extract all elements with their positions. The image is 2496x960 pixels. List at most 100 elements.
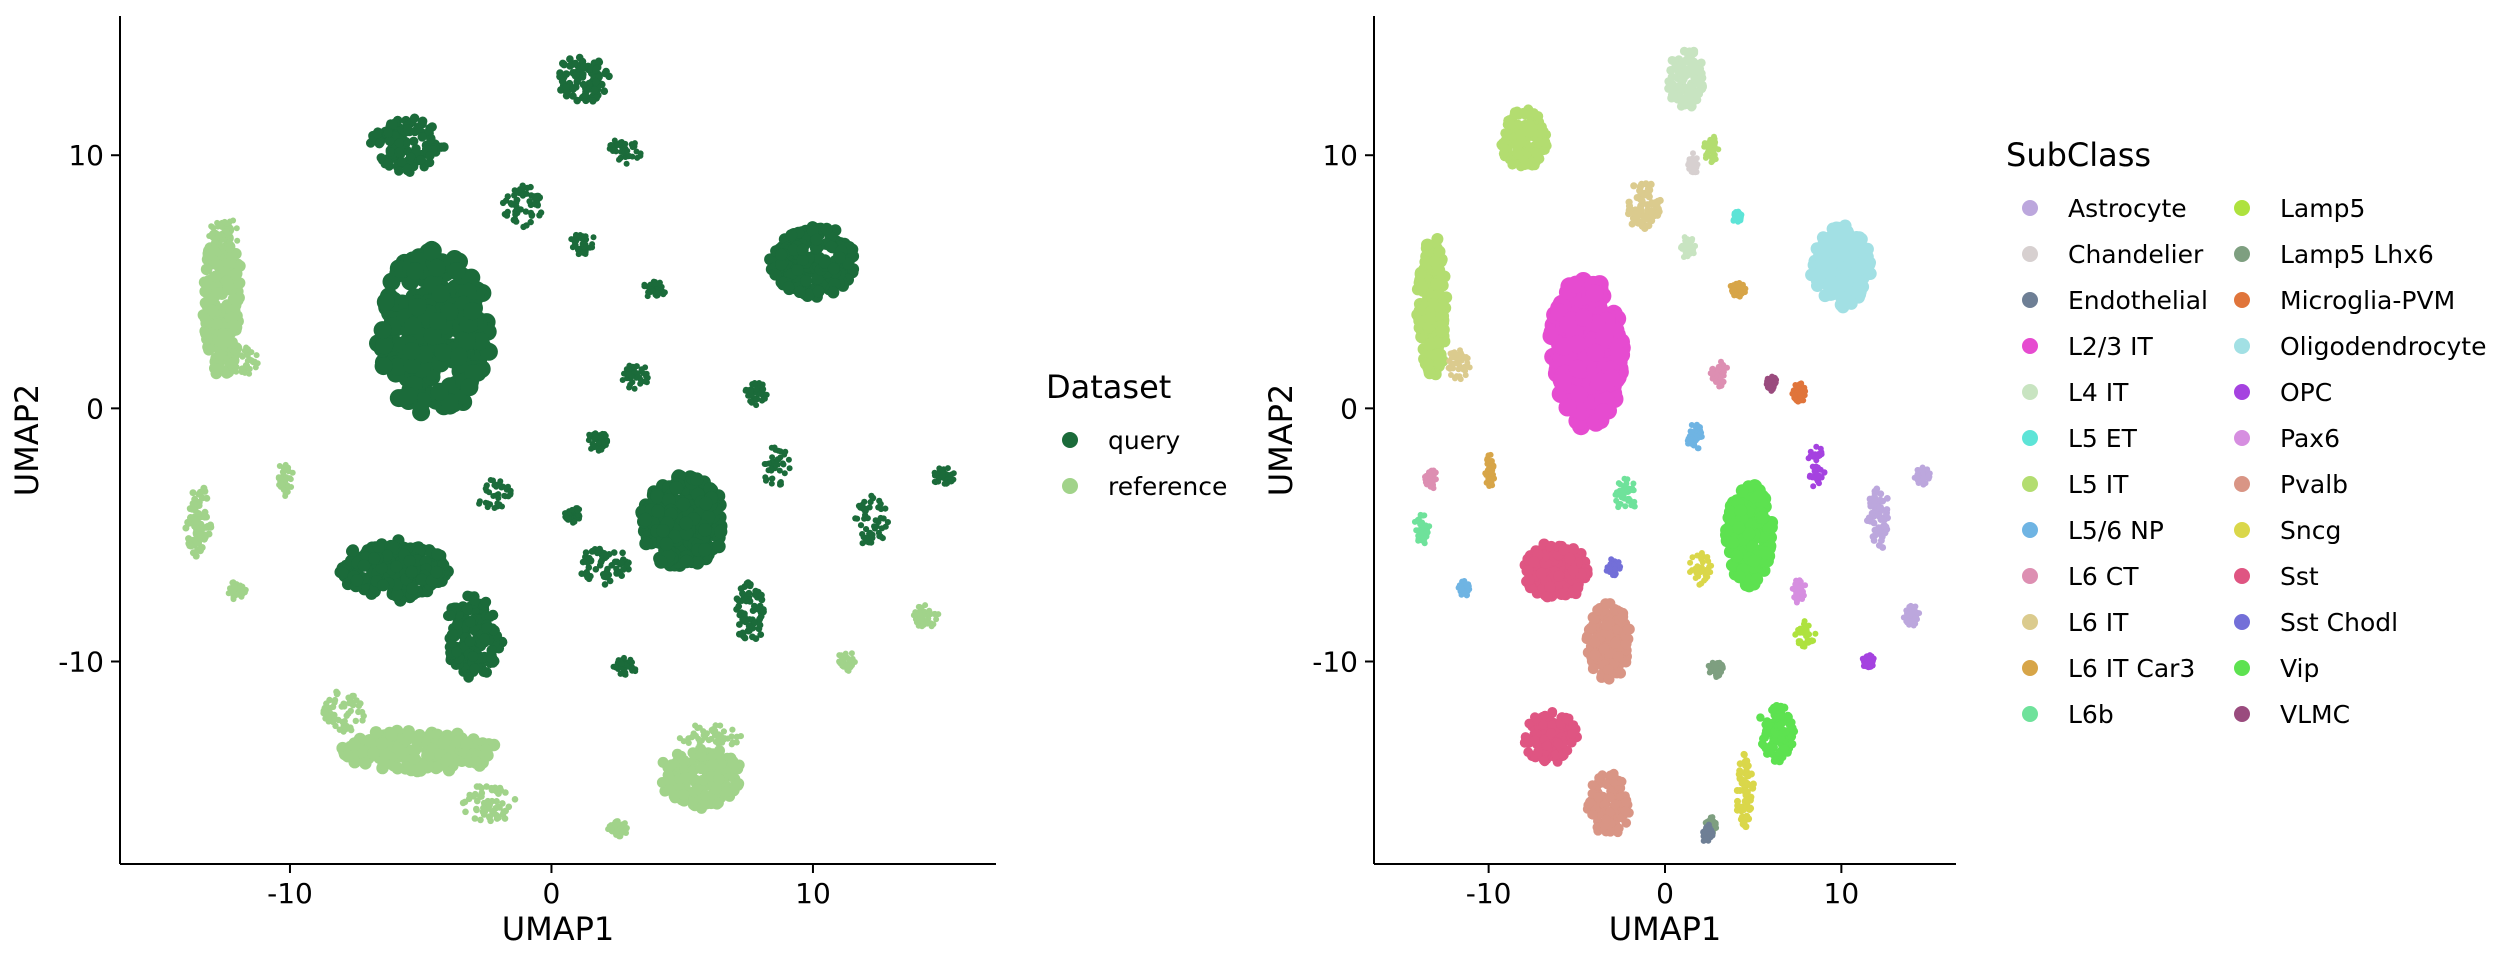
data-point bbox=[349, 701, 357, 709]
data-point bbox=[1637, 189, 1645, 197]
data-point bbox=[578, 235, 585, 242]
data-point bbox=[862, 508, 869, 515]
data-point bbox=[637, 380, 644, 387]
data-point bbox=[937, 466, 944, 473]
data-point bbox=[461, 798, 469, 806]
data-point bbox=[199, 285, 211, 298]
data-point bbox=[579, 70, 587, 79]
data-point bbox=[1920, 470, 1926, 476]
data-point bbox=[739, 616, 747, 624]
data-point bbox=[752, 587, 760, 595]
data-point bbox=[623, 825, 630, 831]
data-point bbox=[406, 262, 424, 281]
data-point bbox=[1486, 457, 1492, 464]
data-point bbox=[1630, 182, 1638, 190]
data-point bbox=[1871, 493, 1878, 501]
data-point bbox=[698, 746, 705, 753]
data-point bbox=[769, 475, 776, 482]
data-point bbox=[562, 70, 571, 78]
data-point bbox=[568, 236, 575, 243]
data-point bbox=[376, 153, 386, 163]
data-point bbox=[466, 791, 474, 799]
data-point bbox=[796, 243, 809, 256]
data-point bbox=[625, 365, 632, 372]
data-point bbox=[859, 501, 866, 508]
data-point bbox=[586, 431, 593, 438]
data-point bbox=[1734, 281, 1741, 288]
data-point bbox=[1823, 288, 1837, 301]
data-point bbox=[1713, 379, 1719, 385]
data-point bbox=[1875, 524, 1882, 531]
cluster-query-21 bbox=[562, 505, 583, 526]
data-point bbox=[447, 629, 459, 640]
data-point bbox=[1695, 424, 1702, 431]
data-point bbox=[357, 559, 371, 572]
data-point bbox=[579, 80, 588, 89]
data-point bbox=[392, 742, 405, 755]
data-point bbox=[1709, 370, 1716, 377]
data-point bbox=[633, 363, 640, 370]
data-point bbox=[1681, 234, 1688, 241]
data-point bbox=[745, 589, 753, 597]
data-point bbox=[1411, 518, 1418, 525]
data-point bbox=[221, 218, 228, 225]
data-point bbox=[582, 549, 590, 556]
data-point bbox=[679, 526, 694, 541]
data-point bbox=[624, 147, 631, 154]
data-point bbox=[1422, 522, 1429, 529]
data-point bbox=[631, 385, 638, 392]
data-point bbox=[733, 739, 740, 746]
data-point bbox=[1586, 343, 1605, 362]
data-point bbox=[803, 288, 816, 301]
cluster-query-1 bbox=[366, 113, 449, 177]
data-point bbox=[827, 262, 840, 275]
data-point bbox=[1625, 210, 1633, 218]
data-point bbox=[760, 386, 767, 393]
data-point bbox=[574, 507, 581, 514]
data-point bbox=[698, 523, 712, 537]
data-point bbox=[1712, 145, 1719, 152]
data-point bbox=[1867, 663, 1874, 670]
data-point bbox=[696, 738, 703, 745]
data-point bbox=[1498, 148, 1509, 159]
data-point bbox=[458, 332, 476, 350]
data-point bbox=[321, 704, 328, 712]
data-point bbox=[852, 515, 859, 522]
data-point bbox=[1834, 290, 1848, 303]
data-point bbox=[1795, 398, 1802, 405]
data-point bbox=[571, 518, 578, 525]
data-point bbox=[1868, 509, 1876, 517]
cluster-query-19 bbox=[443, 590, 508, 683]
data-point bbox=[629, 659, 635, 666]
data-point bbox=[1448, 372, 1454, 378]
data-point bbox=[917, 611, 924, 618]
data-point bbox=[654, 555, 668, 569]
data-point bbox=[781, 470, 788, 477]
data-point bbox=[427, 258, 446, 277]
data-point bbox=[522, 208, 530, 215]
data-point bbox=[679, 554, 694, 569]
data-point bbox=[464, 364, 483, 383]
data-point bbox=[786, 465, 793, 472]
data-point bbox=[439, 142, 449, 152]
data-point bbox=[533, 195, 540, 203]
data-point bbox=[1633, 217, 1641, 225]
data-point bbox=[1821, 469, 1828, 476]
data-point bbox=[800, 275, 813, 287]
data-point bbox=[878, 525, 886, 532]
data-point bbox=[600, 87, 609, 95]
data-point bbox=[283, 474, 290, 481]
data-point bbox=[643, 378, 649, 385]
data-point bbox=[842, 650, 849, 657]
data-point bbox=[1810, 483, 1817, 490]
data-point bbox=[926, 609, 933, 615]
data-point bbox=[372, 541, 385, 554]
data-point bbox=[1419, 512, 1426, 519]
data-point bbox=[507, 491, 514, 498]
data-point bbox=[1574, 308, 1593, 327]
data-point bbox=[1682, 48, 1692, 57]
data-point bbox=[469, 663, 481, 675]
data-point bbox=[1687, 428, 1694, 435]
data-point bbox=[195, 502, 203, 509]
data-point bbox=[502, 789, 509, 796]
